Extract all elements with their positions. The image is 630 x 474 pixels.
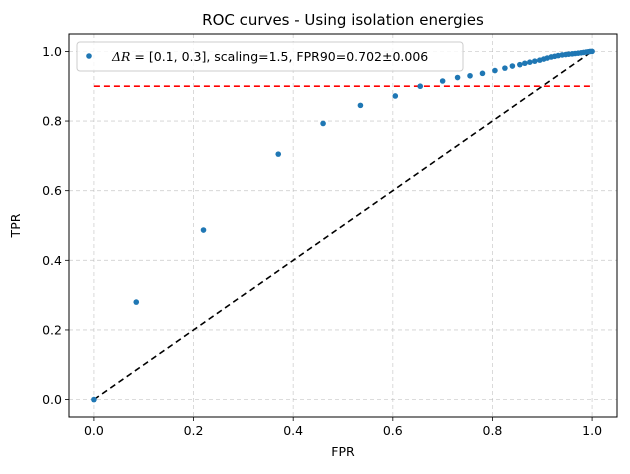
y-tick-label: 0.8 xyxy=(42,114,62,129)
grid-layer xyxy=(69,34,617,417)
axis-ticks: 0.0 0.2 0.4 0.6 0.8 1.0 0.0 0.2 0.4 0.6 0.8 1.0 xyxy=(42,44,602,438)
x-tick-label: 0.8 xyxy=(483,423,503,438)
random-guess-diagonal xyxy=(93,50,593,401)
x-tick-label: 0.6 xyxy=(383,423,403,438)
data-point xyxy=(417,83,424,90)
chart-title: ROC curves - Using isolation energies xyxy=(202,11,484,29)
data-point xyxy=(509,63,516,69)
data-point xyxy=(439,78,446,84)
data-point xyxy=(517,61,523,68)
x-tick-label: 0.2 xyxy=(184,423,204,438)
data-point xyxy=(133,299,140,305)
x-tick-label: 0.4 xyxy=(283,423,303,438)
data-point xyxy=(479,70,486,77)
legend-label: ΔR = [0.1, 0.3], scaling=1.5, FPR90=0.70… xyxy=(111,49,428,64)
data-point xyxy=(320,120,326,127)
y-tick-label: 0.4 xyxy=(42,253,62,268)
data-point xyxy=(275,151,282,157)
legend-marker xyxy=(86,53,92,59)
y-tick-label: 1.0 xyxy=(42,44,62,59)
data-point xyxy=(454,74,461,81)
y-tick-label: 0.2 xyxy=(42,322,62,337)
legend: ΔR = [0.1, 0.3], scaling=1.5, FPR90=0.70… xyxy=(76,41,464,72)
data-point xyxy=(357,102,364,109)
data-point xyxy=(502,65,508,71)
y-tick-label: 0.0 xyxy=(42,392,62,407)
data-points xyxy=(91,48,595,403)
legend-label-math: ΔR xyxy=(111,49,130,64)
data-point xyxy=(91,396,97,403)
data-point xyxy=(527,59,533,66)
data-point xyxy=(589,48,595,55)
data-point xyxy=(467,72,473,79)
data-point xyxy=(492,67,498,74)
y-axis-label: TPR xyxy=(8,213,23,238)
plot-frame xyxy=(68,33,618,418)
x-tick-label: 1.0 xyxy=(582,423,602,438)
x-axis-label: FPR xyxy=(331,444,355,459)
data-point xyxy=(532,58,538,64)
data-point xyxy=(392,93,399,99)
reference-lines xyxy=(93,50,593,401)
y-tick-label: 0.6 xyxy=(42,183,62,198)
legend-box xyxy=(76,41,464,72)
data-point xyxy=(522,60,528,67)
legend-label-rest: = [0.1, 0.3], scaling=1.5, FPR90=0.702±0… xyxy=(130,49,428,64)
x-tick-label: 0.0 xyxy=(84,423,104,438)
data-point xyxy=(200,227,207,233)
